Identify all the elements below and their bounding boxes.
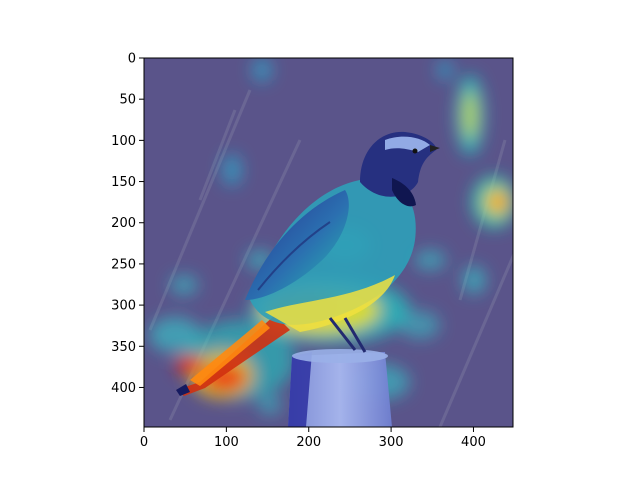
x-axis: 0 100 200 300 400 bbox=[140, 427, 486, 450]
fence-post bbox=[288, 349, 392, 427]
y-tick-label-350: 350 bbox=[111, 340, 136, 355]
bird bbox=[176, 131, 440, 396]
y-tick-label-250: 250 bbox=[111, 257, 136, 272]
heatmap-image bbox=[144, 58, 513, 427]
plot-frame bbox=[143, 57, 514, 428]
x-tick-label-100: 100 bbox=[214, 435, 239, 450]
y-tick-label-100: 100 bbox=[111, 134, 136, 149]
y-tick-label-400: 400 bbox=[111, 381, 136, 396]
y-tick-label-50: 50 bbox=[119, 93, 136, 108]
y-axis: 0 50 100 150 200 250 300 350 400 bbox=[111, 52, 144, 396]
x-tick-label-200: 200 bbox=[296, 435, 321, 450]
y-tick-label-0: 0 bbox=[128, 52, 136, 67]
y-tick-label-150: 150 bbox=[111, 175, 136, 190]
x-tick-label-0: 0 bbox=[140, 435, 148, 450]
x-tick-label-300: 300 bbox=[379, 435, 404, 450]
y-tick-label-300: 300 bbox=[111, 299, 136, 314]
y-tick-label-200: 200 bbox=[111, 216, 136, 231]
x-tick-label-400: 400 bbox=[461, 435, 486, 450]
